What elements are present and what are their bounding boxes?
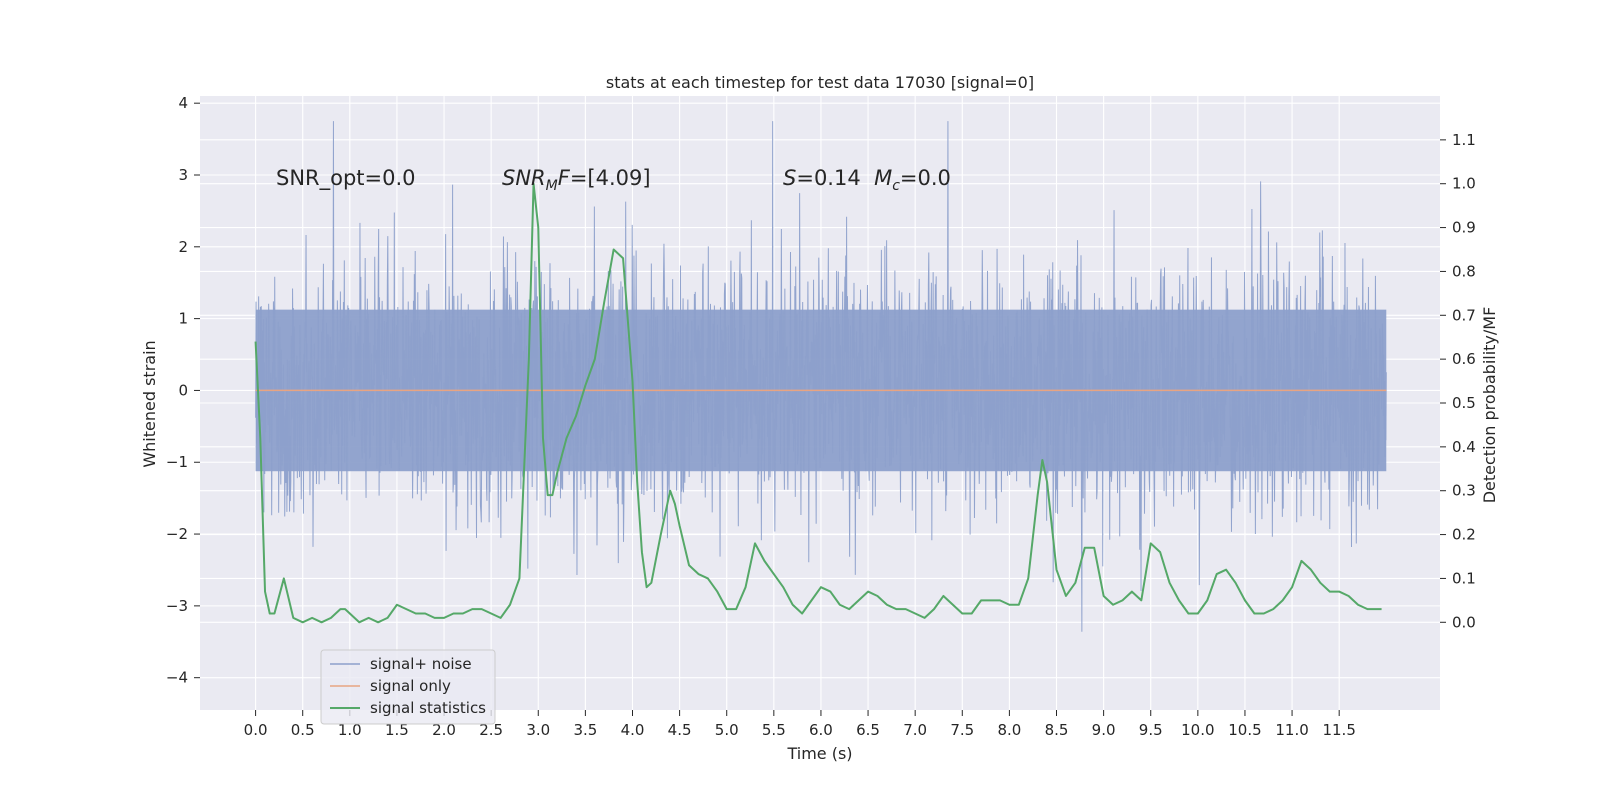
legend: signal+ noise signal only signal statist… <box>320 649 496 725</box>
y-left-tick-label: −1 <box>166 453 188 471</box>
y-right-tick-label: 0.1 <box>1452 569 1476 587</box>
x-tick-label: 4.5 <box>668 721 692 739</box>
annotation-s-mc: S=0.14 Mc=0.0 <box>783 166 951 194</box>
y-left-tick-label: 4 <box>178 94 188 112</box>
y-right-tick-label: 0.5 <box>1452 394 1476 412</box>
y-right-tick-label: 0.3 <box>1452 482 1476 500</box>
x-axis-ticks: 0.0 0.5 1.0 1.5 2.0 2.5 3.0 3.5 4.0 4.5 5.0 5.5 6.0 6… <box>244 710 1356 739</box>
x-tick-label: 1.5 <box>385 721 409 739</box>
y-left-tick-label: −3 <box>166 597 188 615</box>
y-right-axis-ticks: 0.0 0.1 0.2 0.3 0.4 0.5 0.6 0.7 0.8 0.9 1.0 1.1 <box>1440 131 1476 631</box>
y-right-tick-label: 0.6 <box>1452 350 1476 368</box>
legend-frame <box>320 649 496 725</box>
y-right-tick-label: 1.1 <box>1452 131 1476 149</box>
y-left-tick-label: 2 <box>178 238 188 256</box>
y-right-tick-label: 0.9 <box>1452 219 1476 237</box>
y-right-tick-label: 0.4 <box>1452 438 1476 456</box>
x-tick-label: 3.0 <box>526 721 550 739</box>
chart-title: stats at each timestep for test data 170… <box>606 73 1034 92</box>
x-tick-label: 0.5 <box>291 721 315 739</box>
y-right-tick-label: 0.0 <box>1452 613 1476 631</box>
x-tick-label: 8.0 <box>997 721 1021 739</box>
x-tick-label: 3.5 <box>573 721 597 739</box>
signal-statistics-line <box>254 182 1382 624</box>
y-left-tick-label: 3 <box>178 166 188 184</box>
x-tick-label: 10.0 <box>1181 721 1214 739</box>
y-left-tick-label: 1 <box>178 310 188 328</box>
y-left-axis-ticks: −4 −3 −2 −1 0 1 2 3 4 <box>166 94 200 687</box>
y-right-tick-label: 0.7 <box>1452 306 1476 324</box>
x-axis-label: Time (s) <box>786 744 852 763</box>
x-tick-label: 1.0 <box>338 721 362 739</box>
x-tick-label: 2.5 <box>479 721 503 739</box>
legend-entry-signal-noise: signal+ noise <box>370 655 472 673</box>
x-tick-label: 6.5 <box>856 721 880 739</box>
x-tick-label: 5.5 <box>762 721 786 739</box>
legend-entry-signal-only: signal only <box>370 677 451 695</box>
noise-trace <box>255 121 1387 632</box>
y-right-tick-label: 0.2 <box>1452 526 1476 544</box>
annotation-snr-mf: SNRMF=[4.09] <box>502 166 651 194</box>
x-tick-label: 7.5 <box>950 721 974 739</box>
x-tick-label: 9.0 <box>1092 721 1116 739</box>
x-tick-label: 10.5 <box>1228 721 1261 739</box>
legend-entry-signal-statistics: signal statistics <box>370 699 486 717</box>
y-left-tick-label: −4 <box>166 669 188 687</box>
series-signal-statistics <box>254 182 1382 624</box>
y-right-tick-label: 1.0 <box>1452 175 1476 193</box>
x-tick-label: 5.0 <box>715 721 739 739</box>
x-tick-label: 7.0 <box>903 721 927 739</box>
x-tick-label: 6.0 <box>809 721 833 739</box>
x-tick-label: 9.5 <box>1139 721 1163 739</box>
y-left-tick-label: −2 <box>166 525 188 543</box>
x-tick-label: 8.5 <box>1045 721 1069 739</box>
y-left-axis-label: Whitened strain <box>140 340 159 467</box>
x-tick-label: 11.0 <box>1275 721 1308 739</box>
y-right-tick-label: 0.8 <box>1452 262 1476 280</box>
x-tick-label: 2.0 <box>432 721 456 739</box>
y-left-tick-label: 0 <box>178 381 188 399</box>
y-right-axis-label: Detection probability/MF <box>1480 307 1499 504</box>
x-tick-label: 0.0 <box>244 721 268 739</box>
annotation-snr-opt: SNR_opt=0.0 <box>276 166 416 191</box>
x-tick-label: 4.0 <box>621 721 645 739</box>
x-tick-label: 11.5 <box>1322 721 1355 739</box>
